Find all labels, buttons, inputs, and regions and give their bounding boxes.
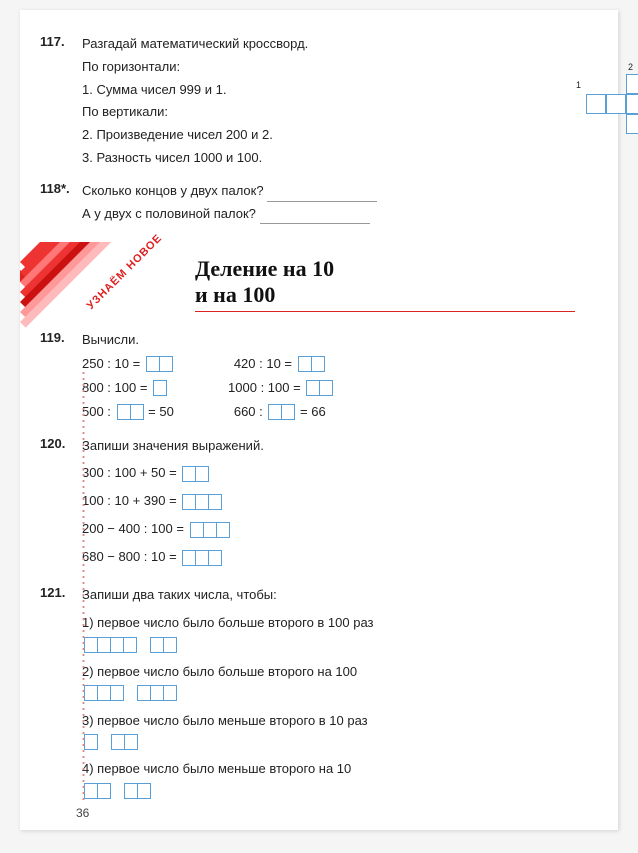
subtask: 2) первое число было больше второго на 1… [82, 662, 590, 704]
answer-boxes[interactable] [182, 492, 221, 513]
expr-text: 680 − 800 : 10 = [82, 549, 177, 564]
calc-row: 500 : = 50 660 : = 66 [82, 402, 590, 423]
subtask-text: 1) первое число было больше второго в 10… [82, 615, 374, 630]
subtask: 3) первое число было меньше второго в 10… [82, 711, 590, 753]
crossword-cell[interactable] [626, 74, 638, 94]
title-line-2: и на 100 [195, 282, 275, 307]
expression: 1000 : 100 = [228, 378, 334, 399]
expr-text: 420 : 10 = [234, 356, 292, 371]
subtask-text: 2) первое число было больше второго на 1… [82, 664, 357, 679]
expr-text: 500 : [82, 404, 111, 419]
expr-text: 200 − 400 : 100 = [82, 521, 184, 536]
expr-text: 1000 : 100 = [228, 380, 301, 395]
task-body: Вычисли. 250 : 10 = 420 : 10 = 800 : 100… [82, 330, 590, 426]
expr-tail: = 50 [148, 404, 174, 419]
answer-boxes[interactable] [84, 683, 123, 704]
answer-boxes[interactable] [117, 402, 143, 423]
page-number: 36 [76, 806, 89, 820]
answer-boxes[interactable] [124, 780, 150, 801]
answer-boxes[interactable] [84, 634, 136, 655]
answer-boxes[interactable] [150, 634, 176, 655]
question-text: Сколько концов у двух палок? [82, 183, 264, 198]
answer-boxes[interactable] [111, 731, 137, 752]
title-line-1: Деление на 10 [195, 256, 334, 281]
dotted-margin [82, 370, 85, 800]
task-body: Запиши два таких числа, чтобы: 1) первое… [82, 585, 590, 808]
subtask: 1) первое число было больше второго в 10… [82, 613, 590, 655]
crossword-cell[interactable] [586, 94, 606, 114]
answer-boxes[interactable] [146, 354, 172, 375]
task-118: 118*. Сколько концов у двух палок? А у д… [40, 181, 590, 227]
horizontal-label: По горизонтали: [82, 57, 590, 78]
expr-text: 300 : 100 + 50 = [82, 465, 177, 480]
subtask-text: 3) первое число было меньше второго в 10… [82, 713, 368, 728]
vertical-label: По вертикали: [82, 102, 590, 123]
question-line: Сколько концов у двух палок? [82, 181, 590, 202]
expr-text: 660 : [234, 404, 263, 419]
answer-boxes[interactable] [306, 378, 332, 399]
task-instruction: Запиши два таких числа, чтобы: [82, 585, 590, 606]
task-number: 120. [40, 436, 82, 576]
task-117: 117. Разгадай математический кроссворд. … [40, 34, 590, 171]
answer-boxes[interactable] [182, 464, 208, 485]
crossword-cell[interactable] [606, 94, 626, 114]
clue-h1: 1. Сумма чисел 999 и 1. [82, 80, 590, 101]
answer-boxes[interactable] [153, 378, 166, 399]
expr-text: 800 : 100 = [82, 380, 147, 395]
crossword-cell[interactable] [626, 114, 638, 134]
clue-v3: 3. Разность чисел 1000 и 100. [82, 148, 590, 169]
task-instruction: Вычисли. [82, 330, 590, 351]
expression: 420 : 10 = [234, 354, 326, 375]
crossword-label-1: 1 [576, 80, 581, 90]
subtask: 4) первое число было меньше второго на 1… [82, 759, 590, 801]
expression: 100 : 10 + 390 = [82, 491, 590, 512]
task-body: Сколько концов у двух палок? А у двух с … [82, 181, 590, 227]
task-121: 121. Запиши два таких числа, чтобы: 1) п… [40, 585, 590, 808]
task-120: 120. Запиши значения выражений. 300 : 10… [40, 436, 590, 576]
task-119: 119. Вычисли. 250 : 10 = 420 : 10 = 800 … [40, 330, 590, 426]
expression: 660 : = 66 [234, 402, 326, 423]
task-number: 118*. [40, 181, 82, 227]
expr-tail: = 66 [300, 404, 326, 419]
answer-boxes[interactable] [84, 731, 97, 752]
expr-text: 250 : 10 = [82, 356, 140, 371]
question-line: А у двух с половиной палок? [82, 204, 590, 225]
title-underline [195, 311, 575, 312]
crossword-label-2: 2 [628, 62, 633, 72]
answer-boxes[interactable] [268, 402, 294, 423]
calc-row: 800 : 100 = 1000 : 100 = [82, 378, 590, 399]
crossword-cell[interactable] [626, 94, 638, 114]
answer-boxes[interactable] [137, 683, 176, 704]
answer-boxes[interactable] [298, 354, 324, 375]
answer-blank[interactable] [260, 212, 370, 224]
answer-boxes[interactable] [182, 547, 221, 568]
expression: 800 : 100 = [82, 378, 168, 399]
question-text: А у двух с половиной палок? [82, 206, 256, 221]
expression: 500 : = 50 [82, 402, 174, 423]
task-number: 117. [40, 34, 82, 171]
task-instruction: Запиши значения выражений. [82, 436, 590, 457]
answer-boxes[interactable] [84, 780, 110, 801]
expression: 680 − 800 : 10 = [82, 547, 590, 568]
task-number: 119. [40, 330, 82, 426]
task-instruction: Разгадай математический кроссворд. [82, 34, 590, 55]
expression: 300 : 100 + 50 = [82, 463, 590, 484]
calc-row: 250 : 10 = 420 : 10 = [82, 354, 590, 375]
answer-blank[interactable] [267, 190, 377, 202]
task-body: Запиши значения выражений. 300 : 100 + 5… [82, 436, 590, 576]
expr-text: 100 : 10 + 390 = [82, 493, 177, 508]
task-number: 121. [40, 585, 82, 808]
page: 117. Разгадай математический кроссворд. … [20, 10, 618, 830]
task-body: Разгадай математический кроссворд. По го… [82, 34, 590, 171]
answer-boxes[interactable] [190, 519, 229, 540]
subtask-text: 4) первое число было меньше второго на 1… [82, 761, 351, 776]
expression: 250 : 10 = [82, 354, 174, 375]
clue-v2: 2. Произведение чисел 200 и 2. [82, 125, 590, 146]
section-title: Деление на 10 и на 100 [195, 256, 590, 307]
expression: 200 − 400 : 100 = [82, 519, 590, 540]
